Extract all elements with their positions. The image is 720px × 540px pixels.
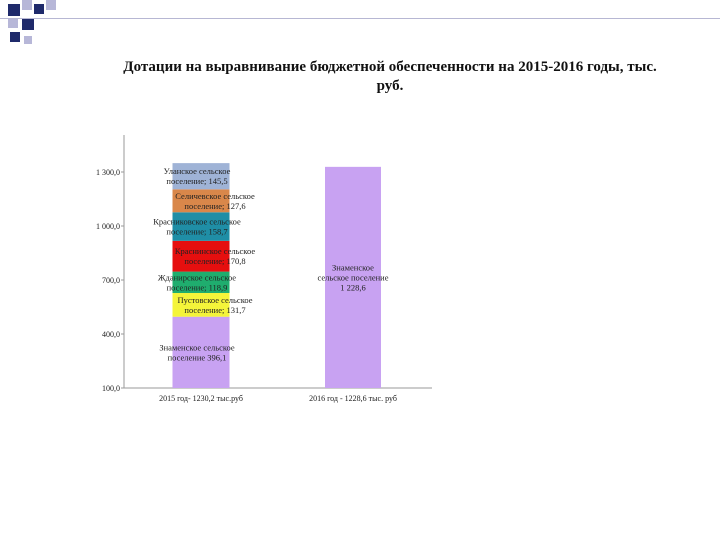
segment-data-label: Жданирское сельское поселение; 118,9 [158, 272, 236, 292]
y-tick-label: 700,0 [102, 276, 120, 285]
segment-data-label: Уланское сельское поселение; 145,5 [164, 166, 231, 186]
segment-data-label: Селичевское сельское поселение; 127,6 [175, 191, 255, 211]
bar-segment [172, 163, 230, 190]
corner-square [34, 4, 44, 14]
corner-square [46, 0, 56, 10]
corner-square [10, 32, 20, 42]
bar-segment [325, 166, 381, 388]
segment-data-label: Пустовское сельское поселение; 131,7 [177, 295, 252, 315]
corner-square [22, 18, 34, 30]
corner-square [8, 18, 18, 28]
bar-segment [172, 212, 230, 241]
y-tick-label: 100,0 [102, 384, 120, 393]
corner-square [24, 36, 32, 44]
corner-square [8, 4, 20, 16]
bar-segment [172, 189, 230, 213]
segment-data-label: Знаменское сельское поселение 396,1 [159, 342, 235, 362]
bar-segment [172, 240, 230, 272]
x-category-label: 2015 год- 1230,2 тыс.руб [159, 394, 243, 403]
y-tick-label: 400,0 [102, 330, 120, 339]
header-rule [0, 18, 720, 19]
segment-data-label: Краснинское сельское поселение; 170,8 [175, 246, 255, 266]
y-tick-label: 1 300,0 [96, 168, 120, 177]
segment-data-label: Знаменское сельское поселение 1 228,6 [317, 262, 388, 292]
x-category-label: 2016 год - 1228,6 тыс. руб [309, 394, 397, 403]
slide-title: Дотации на выравнивание бюджетной обеспе… [123, 59, 657, 94]
bar-segment [172, 292, 230, 317]
bar-segment [172, 271, 230, 293]
segment-data-label: Красниковское сельское поселение; 158,7 [153, 217, 241, 237]
corner-square [22, 0, 32, 10]
y-tick-label: 1 000,0 [96, 222, 120, 231]
bar-segment [172, 316, 230, 388]
